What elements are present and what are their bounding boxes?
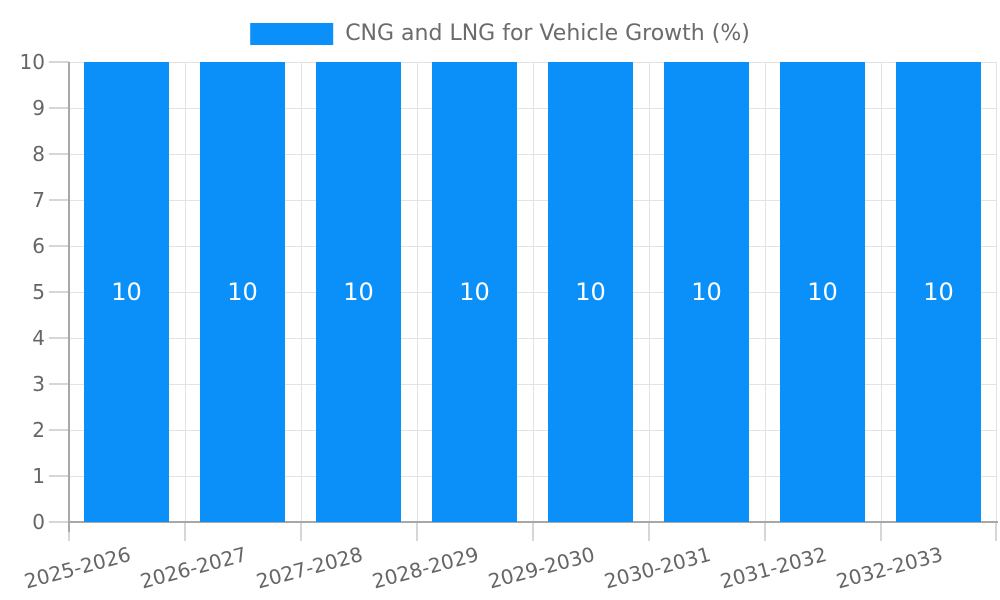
x-axis-label: 2025-2026 <box>21 542 134 594</box>
y-tick <box>49 337 69 339</box>
y-axis-label: 0 <box>32 510 45 534</box>
x-axis-line <box>68 521 998 523</box>
legend[interactable]: CNG and LNG for Vehicle Growth (%) <box>250 21 750 46</box>
x-tick <box>648 522 650 541</box>
bar-value-label: 10 <box>227 278 258 306</box>
bar[interactable]: 10 <box>896 62 981 522</box>
gridline-v <box>649 62 650 522</box>
y-tick <box>49 475 69 477</box>
y-axis-label: 4 <box>32 326 45 350</box>
y-tick <box>49 61 69 63</box>
y-tick <box>49 107 69 109</box>
x-tick <box>880 522 882 541</box>
x-tick <box>184 522 186 541</box>
bar[interactable]: 10 <box>84 62 169 522</box>
x-axis-label: 2027-2028 <box>253 542 366 594</box>
bar[interactable]: 10 <box>432 62 517 522</box>
bar-value-label: 10 <box>575 278 606 306</box>
gridline-v <box>301 62 302 522</box>
y-tick <box>49 153 69 155</box>
x-axis-label: 2026-2027 <box>137 542 250 594</box>
y-axis-label: 6 <box>32 234 45 258</box>
bar-value-label: 10 <box>923 278 954 306</box>
y-tick <box>49 521 69 523</box>
bar-value-label: 10 <box>343 278 374 306</box>
bar-value-label: 10 <box>111 278 142 306</box>
bar[interactable]: 10 <box>664 62 749 522</box>
x-tick <box>532 522 534 541</box>
legend-marker-icon <box>250 22 334 45</box>
x-tick <box>300 522 302 541</box>
y-axis-label: 3 <box>32 372 45 396</box>
x-axis-label: 2032-2033 <box>833 542 946 594</box>
bar-value-label: 10 <box>691 278 722 306</box>
x-axis-label: 2030-2031 <box>601 542 714 594</box>
bar-value-label: 10 <box>807 278 838 306</box>
y-axis-label: 10 <box>19 50 45 74</box>
x-axis-label: 2029-2030 <box>485 542 598 594</box>
x-tick <box>416 522 418 541</box>
gridline-v <box>881 62 882 522</box>
gridline-v <box>765 62 766 522</box>
y-tick <box>49 245 69 247</box>
gridline-v <box>417 62 418 522</box>
legend-label: CNG and LNG for Vehicle Growth (%) <box>345 21 750 46</box>
bar-value-label: 10 <box>459 278 490 306</box>
x-tick <box>995 522 997 541</box>
bar[interactable]: 10 <box>780 62 865 522</box>
x-tick <box>764 522 766 541</box>
y-axis-label: 2 <box>32 418 45 442</box>
y-axis-line <box>68 62 70 532</box>
y-axis-label: 1 <box>32 464 45 488</box>
y-axis-label: 7 <box>32 188 45 212</box>
gridline-v <box>185 62 186 522</box>
gridline-v <box>996 62 997 522</box>
y-axis-label: 9 <box>32 96 45 120</box>
y-axis-label: 5 <box>32 280 45 304</box>
y-tick <box>49 291 69 293</box>
y-axis-label: 8 <box>32 142 45 166</box>
gridline-v <box>533 62 534 522</box>
bar[interactable]: 10 <box>316 62 401 522</box>
bar[interactable]: 10 <box>548 62 633 522</box>
x-axis-label: 2031-2032 <box>717 542 830 594</box>
y-tick <box>49 383 69 385</box>
y-tick <box>49 199 69 201</box>
bar[interactable]: 10 <box>200 62 285 522</box>
y-tick <box>49 429 69 431</box>
x-axis-label: 2028-2029 <box>369 542 482 594</box>
